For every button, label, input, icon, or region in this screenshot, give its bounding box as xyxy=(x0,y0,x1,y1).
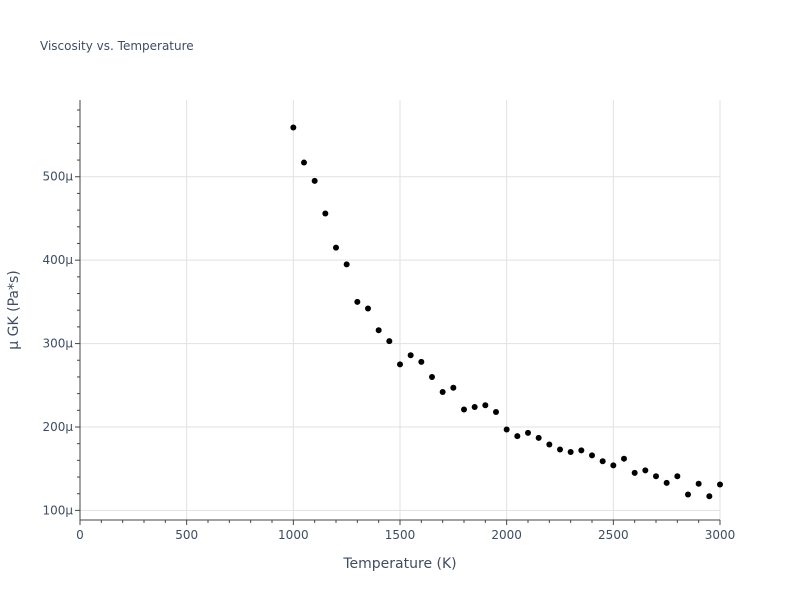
data-point-11 xyxy=(407,352,414,359)
x-tick-label-2: 1000 xyxy=(278,528,309,542)
data-point-37 xyxy=(685,491,691,498)
data-point-8 xyxy=(375,327,382,334)
data-point-18 xyxy=(482,402,489,409)
data-point-38 xyxy=(695,480,702,487)
data-point-2 xyxy=(311,177,318,184)
data-point-10 xyxy=(397,361,403,368)
data-point-21 xyxy=(514,433,521,440)
data-point-16 xyxy=(461,406,467,413)
data-point-31 xyxy=(621,455,627,462)
x-axis-ticks: 0 500 1000 1500 2000 2500 3000 xyxy=(76,520,735,542)
data-point-14 xyxy=(439,388,446,395)
data-point-17 xyxy=(471,403,478,410)
y-tick-label-2: 300μ xyxy=(42,337,73,351)
data-point-5 xyxy=(343,261,350,268)
data-point-32 xyxy=(631,469,638,476)
data-point-26 xyxy=(567,449,574,456)
data-point-33 xyxy=(642,467,649,474)
data-point-13 xyxy=(429,373,435,380)
data-point-1 xyxy=(301,159,307,166)
y-axis-title: μ GK (Pa*s) xyxy=(6,270,22,349)
data-point-9 xyxy=(386,338,393,345)
data-point-34 xyxy=(653,473,659,480)
x-tick-label-6: 3000 xyxy=(705,528,736,542)
y-tick-label-1: 200μ xyxy=(42,420,73,434)
data-point-29 xyxy=(599,458,606,465)
x-tick-label-5: 2500 xyxy=(598,528,629,542)
data-point-36 xyxy=(674,473,681,480)
data-point-6 xyxy=(354,298,361,305)
data-point-24 xyxy=(546,441,553,448)
grid-lines xyxy=(80,100,721,520)
data-point-40 xyxy=(717,481,723,488)
data-point-39 xyxy=(706,493,713,500)
data-point-19 xyxy=(493,408,499,415)
y-tick-label-4: 500μ xyxy=(42,170,73,184)
data-point-27 xyxy=(578,447,585,454)
x-tick-label-0: 0 xyxy=(76,528,84,542)
data-point-23 xyxy=(535,434,542,441)
y-tick-label-0: 100μ xyxy=(42,503,73,517)
x-axis-title: Temperature (K) xyxy=(342,556,456,572)
data-point-25 xyxy=(557,446,563,453)
data-point-4 xyxy=(333,244,339,251)
data-point-0 xyxy=(290,124,297,131)
data-point-12 xyxy=(418,358,425,365)
data-point-35 xyxy=(663,479,670,486)
y-tick-label-3: 400μ xyxy=(42,253,73,267)
data-point-22 xyxy=(525,429,531,436)
x-tick-label-4: 2000 xyxy=(491,528,522,542)
data-point-20 xyxy=(503,426,510,433)
data-point-15 xyxy=(450,384,457,391)
data-point-28 xyxy=(589,452,595,459)
x-tick-label-3: 1500 xyxy=(385,528,416,542)
y-axis-ticks: 100μ 200μ 300μ 400μ 500μ xyxy=(42,109,80,517)
data-point-30 xyxy=(610,462,617,469)
data-point-3 xyxy=(322,210,329,217)
data-points xyxy=(290,124,723,500)
data-point-7 xyxy=(365,305,371,312)
x-tick-label-1: 500 xyxy=(175,528,198,542)
chart-title: Viscosity vs. Temperature xyxy=(40,39,194,53)
